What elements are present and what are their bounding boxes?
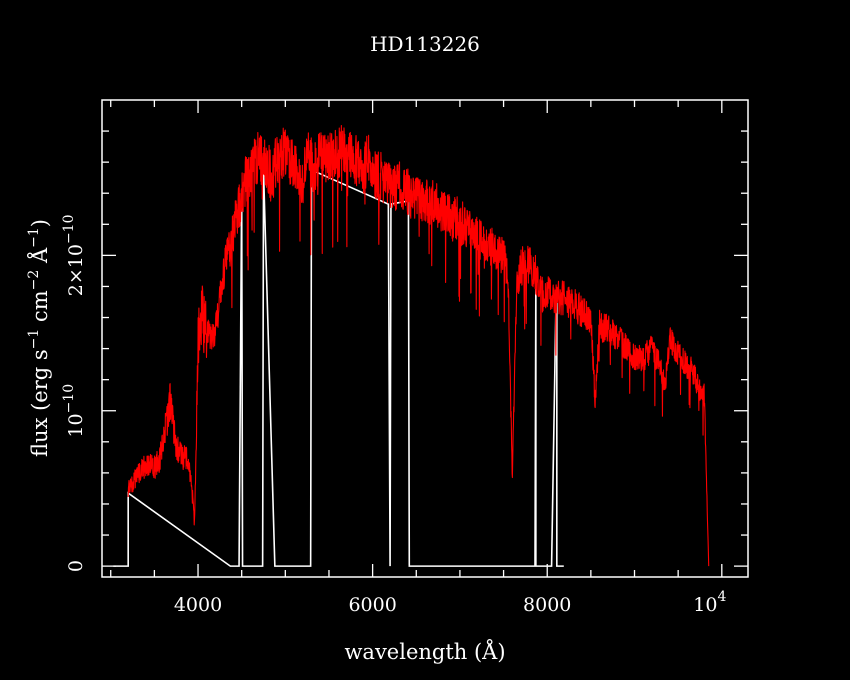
axis-ticks (102, 100, 748, 577)
series-flux-line (127, 124, 710, 567)
y-tick-label-0: 0 (65, 560, 87, 572)
y-tick-label-1: 10−10 (61, 384, 87, 438)
x-axis-label: wavelength (Å) (344, 639, 505, 664)
x-tick-label-end: 104 (693, 589, 726, 616)
y-label-exp3: −1 (26, 227, 42, 248)
y-label-part1: flux (erg s (28, 349, 52, 457)
y-label-part4: ) (28, 219, 52, 227)
y-tick-label-2: 2×10−10 (61, 215, 87, 297)
plot-frame (101, 99, 749, 578)
x-tick-label-2: 8000 (523, 594, 571, 616)
chart-title: HD113226 (370, 32, 480, 56)
x-tick-label-1: 6000 (348, 594, 396, 616)
y-axis-label: flux (erg s−1 cm−2 Å−1) (26, 219, 52, 457)
y-label-part2: cm (28, 290, 52, 328)
y-label-exp1: −1 (26, 329, 42, 350)
x-tick-label-0: 4000 (174, 594, 222, 616)
series-envelope-line (113, 168, 564, 567)
y-tick-labels: 0 10−10 2×10−10 (61, 215, 87, 573)
y-label-exp2: −2 (26, 270, 42, 291)
y-label-part3: Å (27, 247, 52, 270)
x-tick-labels: 4000 6000 8000 104 (174, 589, 727, 616)
series-layer (113, 124, 710, 567)
